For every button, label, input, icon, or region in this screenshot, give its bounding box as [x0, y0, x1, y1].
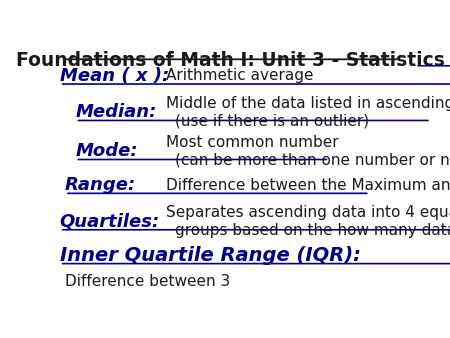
Text: Foundations of Math I: Unit 3 - Statistics: Foundations of Math I: Unit 3 - Statisti…	[16, 51, 445, 70]
Text: Range:: Range:	[65, 176, 136, 194]
Text: groups based on the how many data values: groups based on the how many data values	[175, 222, 450, 238]
Text: (can be more than one number or no numbers): (can be more than one number or no numbe…	[175, 152, 450, 167]
Text: Middle of the data listed in ascending order: Middle of the data listed in ascending o…	[166, 96, 450, 111]
Text: Median:: Median:	[76, 103, 157, 121]
Text: Inner Quartile Range (IQR):: Inner Quartile Range (IQR):	[60, 246, 360, 265]
Text: Mode:: Mode:	[76, 142, 138, 160]
Text: Quartiles:: Quartiles:	[60, 213, 160, 231]
Text: (use if there is an outlier): (use if there is an outlier)	[175, 113, 369, 128]
Text: Difference between the Maximum and Minimum: Difference between the Maximum and Minim…	[166, 177, 450, 193]
Text: Arithmetic average: Arithmetic average	[166, 68, 314, 83]
Text: Mean ( x ):: Mean ( x ):	[60, 67, 169, 85]
Text: Separates ascending data into 4 equally sized(25%): Separates ascending data into 4 equally …	[166, 206, 450, 220]
Text: Difference between 3: Difference between 3	[65, 274, 230, 289]
Text: Most common number: Most common number	[166, 135, 339, 150]
